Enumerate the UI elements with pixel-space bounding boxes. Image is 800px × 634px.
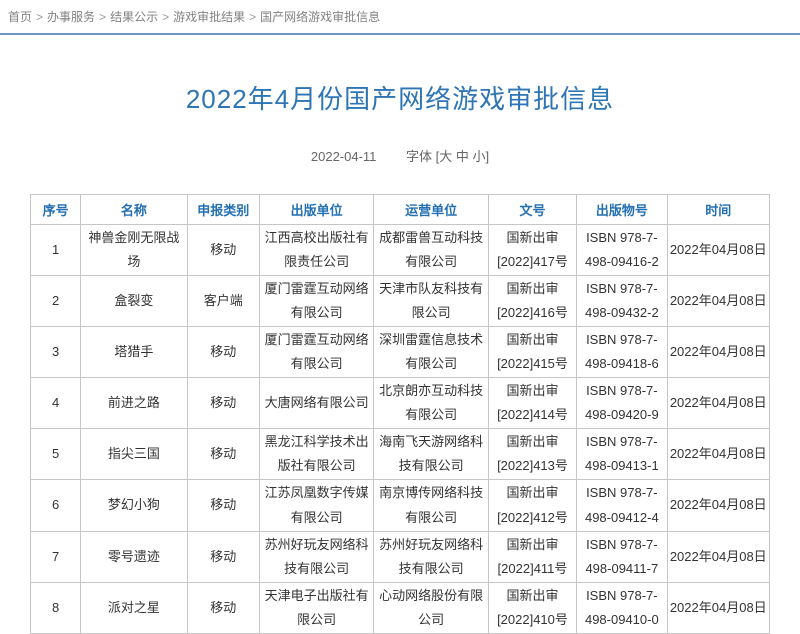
table-cell: 国新出审 [2022]417号	[487, 223, 578, 277]
column-header: 时间	[666, 194, 771, 225]
article-meta: 2022-04-11 字体 [大 中 小]	[0, 146, 800, 165]
table-cell: ISBN 978-7-498-09418-6	[576, 326, 668, 379]
font-size-control[interactable]: 字体 [大 中 小]	[406, 149, 490, 164]
column-header: 文号	[487, 194, 578, 225]
table-cell: 客户端	[186, 275, 260, 328]
table-cell: 2022年04月08日	[666, 326, 771, 379]
table-cell: 梦幻小狗	[80, 479, 188, 532]
table-row: 4 前进之路 移动 大唐网络有限公司 北京朗亦互动科技有限公司 国新出审 [2022]41…	[29, 377, 771, 430]
table-cell: 移动	[186, 223, 260, 277]
table-cell: 2	[29, 275, 82, 328]
table-row: 8 派对之星 移动 天津电子出版社有限公司 心动网络股份有限公司 国新出审 [2022]4…	[29, 581, 771, 634]
table-cell: 苏州好玩友网络科技有限公司	[373, 530, 489, 583]
table-row: 1 神兽金刚无限战场 移动 江西高校出版社有限责任公司 成都雷兽互动科技有限公司 国新出审…	[29, 223, 771, 277]
table-cell: 2022年04月08日	[666, 581, 771, 634]
table-cell: ISBN 978-7-498-09413-1	[576, 428, 668, 481]
table-cell: ISBN 978-7-498-09410-0	[576, 581, 668, 634]
table-cell: ISBN 978-7-498-09420-9	[576, 377, 668, 430]
table-cell: 南京博传网络科技有限公司	[373, 479, 489, 532]
table-cell: 国新出审 [2022]416号	[487, 275, 578, 328]
table-cell: 指尖三国	[80, 428, 188, 481]
table-cell: 大唐网络有限公司	[258, 377, 375, 430]
table-cell: ISBN 978-7-498-09412-4	[576, 479, 668, 532]
table-cell: 国新出审 [2022]410号	[487, 581, 578, 634]
table-cell: 国新出审 [2022]411号	[487, 530, 578, 583]
table-cell: 8	[29, 581, 82, 634]
table-cell: 天津电子出版社有限公司	[258, 581, 375, 634]
table-row: 2 盒裂变 客户端 厦门雷霆互动网络有限公司 天津市队友科技有限公司 国新出审 [2022…	[29, 275, 771, 328]
table-cell: 神兽金刚无限战场	[80, 223, 188, 277]
table-cell: 6	[29, 479, 82, 532]
table-cell: 国新出审 [2022]415号	[487, 326, 578, 379]
table-cell: 国新出审 [2022]414号	[487, 377, 578, 430]
table-cell: 移动	[186, 581, 260, 634]
breadcrumb-item[interactable]: 办事服务	[47, 10, 96, 24]
table-row: 3 塔猎手 移动 厦门雷霆互动网络有限公司 深圳雷霆信息技术有限公司 国新出审 [2022…	[29, 326, 771, 379]
table-cell: 1	[29, 223, 82, 277]
page-title: 2022年4月份国产网络游戏审批信息	[185, 84, 615, 114]
table-cell: 北京朗亦互动科技有限公司	[373, 377, 489, 430]
table-cell: 2022年04月08日	[666, 479, 771, 532]
table-cell: 移动	[186, 428, 260, 481]
table-cell: 江西高校出版社有限责任公司	[258, 223, 375, 277]
column-header: 出版单位	[258, 194, 375, 225]
table-cell: 2022年04月08日	[666, 275, 771, 328]
breadcrumb-item[interactable]: 游戏审批结果	[173, 10, 246, 24]
table-cell: 零号遗迹	[80, 530, 188, 583]
breadcrumb-separator: >	[249, 10, 257, 24]
publish-date: 2022-04-11	[310, 149, 377, 164]
table-cell: 成都雷兽互动科技有限公司	[373, 223, 489, 277]
table-cell: 前进之路	[80, 377, 188, 430]
table-cell: 深圳雷霆信息技术有限公司	[373, 326, 489, 379]
table-cell: 塔猎手	[80, 326, 188, 379]
column-header: 出版物号	[576, 194, 668, 225]
breadcrumb-item[interactable]: 结果公示	[110, 10, 159, 24]
column-header: 名称	[80, 194, 188, 225]
table-header-row: 序号 名称 申报类别 出版单位 运营单位 文号 出版物号 时间	[29, 194, 771, 225]
table-cell: 移动	[186, 479, 260, 532]
breadcrumb: 首页 > 办事服务 > 结果公示 > 游戏审批结果 > 国产网络游戏审批信息	[0, 0, 800, 35]
table-cell: ISBN 978-7-498-09411-7	[576, 530, 668, 583]
table-cell: 2022年04月08日	[666, 428, 771, 481]
table-cell: 厦门雷霆互动网络有限公司	[258, 275, 375, 328]
table-cell: 海南飞天游网络科技有限公司	[373, 428, 489, 481]
table-cell: 2022年04月08日	[666, 223, 771, 277]
table-cell: 7	[29, 530, 82, 583]
table-cell: 黑龙江科学技术出版社有限公司	[258, 428, 375, 481]
table-cell: 苏州好玩友网络科技有限公司	[258, 530, 375, 583]
column-header: 申报类别	[186, 194, 260, 225]
table-cell: 3	[29, 326, 82, 379]
table-cell: 5	[29, 428, 82, 481]
table-cell: 移动	[186, 377, 260, 430]
table-cell: 派对之星	[80, 581, 188, 634]
table-cell: 2022年04月08日	[666, 530, 771, 583]
column-header: 序号	[29, 194, 82, 225]
table-cell: 盒裂变	[80, 275, 188, 328]
table-row: 7 零号遗迹 移动 苏州好玩友网络科技有限公司 苏州好玩友网络科技有限公司 国新出审 [2…	[29, 530, 771, 583]
table-cell: 国新出审 [2022]412号	[487, 479, 578, 532]
table-cell: 心动网络股份有限公司	[373, 581, 489, 634]
table-cell: 移动	[186, 326, 260, 379]
breadcrumb-separator: >	[162, 10, 170, 24]
table-cell: 天津市队友科技有限公司	[373, 275, 489, 328]
table-cell: 国新出审 [2022]413号	[487, 428, 578, 481]
table-cell: ISBN 978-7-498-09432-2	[576, 275, 668, 328]
breadcrumb-item: 国产网络游戏审批信息	[260, 10, 381, 24]
table-cell: 江苏凤凰数字传媒有限公司	[258, 479, 375, 532]
breadcrumb-separator: >	[36, 10, 44, 24]
breadcrumb-separator: >	[99, 10, 107, 24]
table-cell: 4	[29, 377, 82, 430]
table-cell: 2022年04月08日	[666, 377, 771, 430]
table-row: 6 梦幻小狗 移动 江苏凤凰数字传媒有限公司 南京博传网络科技有限公司 国新出审 [202…	[29, 479, 771, 532]
column-header: 运营单位	[373, 194, 489, 225]
table-cell: ISBN 978-7-498-09416-2	[576, 223, 668, 277]
table-row: 5 指尖三国 移动 黑龙江科学技术出版社有限公司 海南飞天游网络科技有限公司 国新出审 […	[29, 428, 771, 481]
breadcrumb-item[interactable]: 首页	[8, 10, 33, 24]
table-body: 1 神兽金刚无限战场 移动 江西高校出版社有限责任公司 成都雷兽互动科技有限公司 国新出审…	[29, 223, 771, 634]
table-cell: 厦门雷霆互动网络有限公司	[258, 326, 375, 379]
approval-table: 序号 名称 申报类别 出版单位 运营单位 文号 出版物号 时间 1 神兽金刚无限战场 移动 江西高校…	[29, 194, 771, 634]
table-cell: 移动	[186, 530, 260, 583]
table-header: 序号 名称 申报类别 出版单位 运营单位 文号 出版物号 时间	[29, 194, 771, 225]
